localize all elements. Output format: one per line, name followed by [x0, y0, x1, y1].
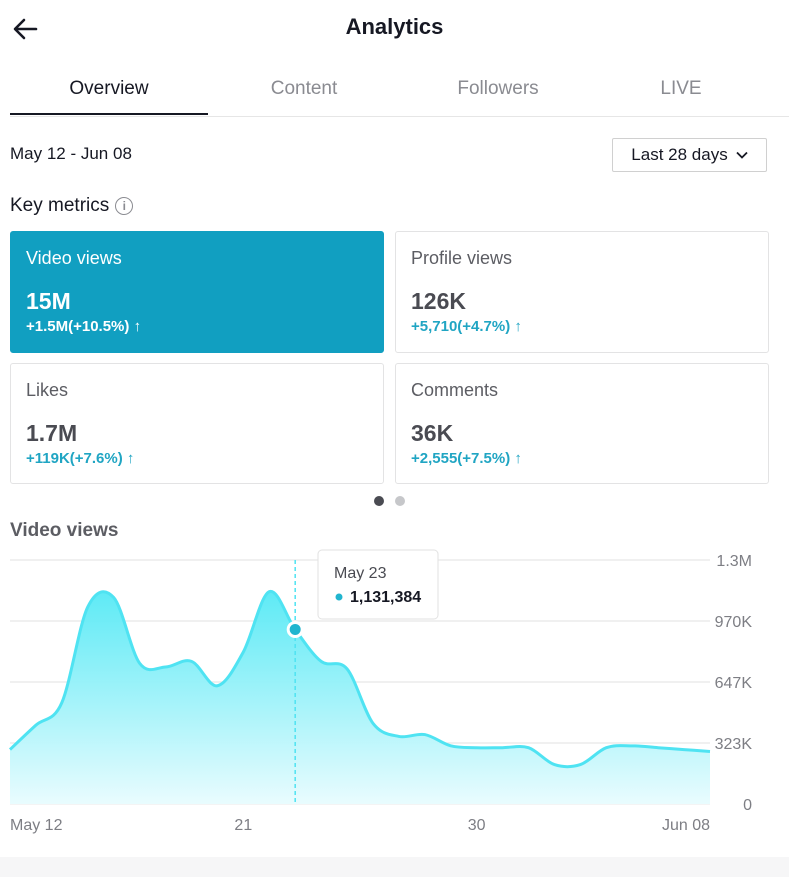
date-range-text: May 12 - Jun 08 — [10, 144, 132, 163]
data-point[interactable] — [422, 732, 428, 738]
arrow-up-icon: ↑ — [514, 450, 522, 467]
y-tick-label: 647K — [715, 675, 753, 692]
metric-card-video-views[interactable]: Video views 15M +1.5M(+10.5%) ↑ — [10, 231, 384, 353]
data-point[interactable] — [344, 666, 350, 672]
tab-live[interactable]: LIVE — [660, 78, 702, 99]
data-point[interactable] — [214, 683, 220, 689]
app-header: Analytics — [0, 0, 789, 58]
metric-label: Likes — [26, 380, 69, 400]
y-tick-label: 323K — [715, 736, 753, 753]
data-point[interactable] — [655, 745, 661, 751]
data-point[interactable] — [474, 745, 480, 751]
tooltip-series-dot — [335, 593, 343, 601]
x-tick-label: 30 — [468, 817, 486, 834]
metric-label: Video views — [26, 248, 122, 268]
tab-overview[interactable]: Overview — [69, 78, 149, 99]
y-tick-label: 1.3M — [716, 553, 752, 570]
page-title: Analytics — [345, 14, 444, 39]
arrow-up-icon: ↑ — [126, 450, 135, 467]
video-views-chart[interactable]: May 23 1,131,384 0 323K 647K 970K 1.3M May 1… — [0, 545, 789, 845]
data-point[interactable] — [59, 700, 65, 706]
data-point[interactable] — [240, 649, 246, 655]
data-point[interactable] — [137, 660, 143, 666]
metric-delta: +5,710(+4.7%) ↑ — [411, 318, 522, 335]
chevron-down-icon — [736, 151, 748, 159]
arrow-up-icon: ↑ — [133, 318, 142, 335]
data-point[interactable] — [33, 722, 39, 728]
data-point[interactable] — [85, 604, 91, 610]
data-point[interactable] — [448, 743, 454, 749]
tab-content[interactable]: Content — [270, 78, 338, 99]
metric-card-profile-views[interactable]: Profile views 126K +5,710(+4.7%) ↑ — [395, 231, 769, 353]
key-metrics-title: Key metrics — [10, 195, 110, 216]
y-tick-label: 970K — [715, 614, 753, 631]
metric-label: Profile views — [411, 248, 513, 268]
info-icon[interactable]: i — [115, 197, 134, 215]
metric-delta: +1.5M(+10.5%) ↑ — [26, 318, 142, 335]
metric-value: 126K — [411, 288, 466, 314]
series-line — [8, 590, 711, 769]
data-point[interactable] — [577, 762, 583, 768]
metric-delta: +2,555(+7.5%) ↑ — [411, 450, 522, 467]
bottom-divider — [0, 857, 789, 877]
key-metrics-heading: Key metrics i — [10, 195, 134, 217]
chart-section-title: Video views — [10, 520, 119, 541]
metric-delta: +119K(+7.6%) ↑ — [26, 450, 135, 467]
tooltip-date: May 23 — [334, 565, 387, 582]
pagination-dots — [374, 496, 405, 506]
page-dot[interactable] — [395, 496, 405, 506]
y-tick-label: 0 — [743, 797, 752, 814]
tab-followers[interactable]: Followers — [457, 78, 539, 99]
chart-tooltip: May 23 1,131,384 — [317, 549, 439, 620]
data-point[interactable] — [526, 745, 532, 751]
data-point[interactable] — [551, 762, 557, 768]
x-tick-label: May 12 — [10, 817, 63, 834]
period-select[interactable]: Last 28 days — [612, 138, 767, 172]
metric-label: Comments — [411, 380, 499, 400]
page-dot[interactable] — [374, 496, 384, 506]
tooltip-value: 1,131,384 — [350, 589, 421, 606]
metric-card-comments[interactable]: Comments 36K +2,555(+7.5%) ↑ — [395, 363, 769, 484]
data-point[interactable] — [500, 745, 506, 751]
period-select-label: Last 28 days — [631, 145, 728, 164]
data-point[interactable] — [629, 743, 635, 749]
data-point[interactable] — [163, 664, 169, 670]
hover-point — [286, 620, 304, 638]
metric-card-likes[interactable]: Likes 1.7M +119K(+7.6%) ↑ — [10, 363, 384, 484]
data-point[interactable] — [188, 658, 194, 664]
arrow-up-icon: ↑ — [514, 318, 522, 335]
metric-value: 15M — [26, 288, 71, 314]
x-tick-label: 21 — [234, 817, 252, 834]
arrow-left-icon[interactable] — [10, 13, 42, 45]
data-point[interactable] — [266, 589, 272, 595]
metric-value: 1.7M — [26, 420, 78, 446]
data-point[interactable] — [370, 720, 376, 726]
data-point[interactable] — [7, 747, 13, 753]
data-point[interactable] — [603, 745, 609, 751]
tab-bar: Overview Content Followers LIVE — [10, 68, 789, 117]
data-point[interactable] — [396, 733, 402, 739]
metric-value: 36K — [411, 420, 454, 446]
x-tick-label: Jun 08 — [662, 817, 710, 834]
data-point[interactable] — [318, 658, 324, 664]
data-point[interactable] — [707, 748, 713, 754]
data-point[interactable] — [111, 595, 117, 601]
active-tab-indicator — [10, 113, 208, 115]
data-point[interactable] — [681, 747, 687, 753]
